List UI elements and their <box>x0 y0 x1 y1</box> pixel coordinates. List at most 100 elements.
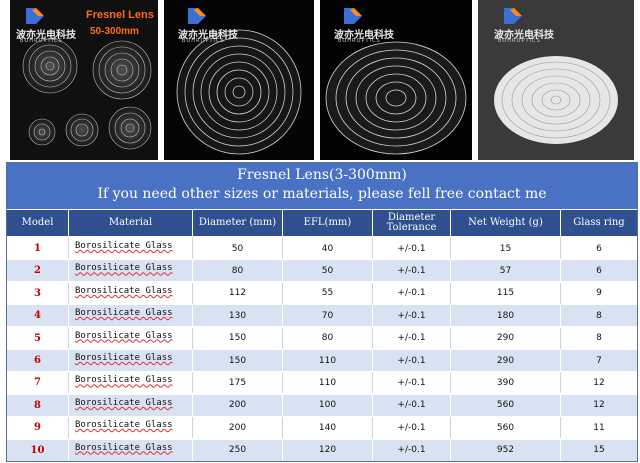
cell-model-text: 7 <box>34 377 41 389</box>
cell-tolerance-text: +/-0.1 <box>397 422 426 433</box>
cell-material: Borosilicate Glass <box>69 417 193 439</box>
cell-model: 9 <box>7 417 69 439</box>
cell-tolerance: +/-0.1 <box>373 372 451 394</box>
cell-model-text: 8 <box>34 399 41 411</box>
cell-glass-ring: 8 <box>561 305 637 326</box>
cell-model: 4 <box>7 305 69 327</box>
cell-glass-ring: 9 <box>561 283 637 304</box>
cell-diameter: 150 <box>193 327 283 349</box>
cell-diameter: 200 <box>193 417 283 439</box>
cell-glass-ring-text: 6 <box>596 265 602 276</box>
cell-diameter: 112 <box>193 282 283 304</box>
cell-glass-ring: 6 <box>561 260 637 281</box>
cell-tolerance: +/-0.1 <box>373 327 451 349</box>
cell-tolerance: +/-0.1 <box>373 417 451 439</box>
cell-tolerance-text: +/-0.1 <box>397 310 426 321</box>
cell-efl: 70 <box>283 305 373 327</box>
brand-logo-icon <box>504 8 522 24</box>
photo-lens-set: 波亦光电科技 BOHROPTICS Fresnel Lens 50-300mm <box>10 0 158 160</box>
cell-material: Borosilicate Glass <box>69 350 193 371</box>
cell-material: Borosilicate Glass <box>69 305 193 327</box>
table-row: 6 Borosilicate Glass 150 110 +/-0.1 290 7 <box>7 349 637 371</box>
brand-logo: 波亦光电科技 BOHROPTICS <box>16 6 86 44</box>
lens-set-image <box>22 38 152 150</box>
cell-diameter: 200 <box>193 394 283 416</box>
cell-material: Borosilicate Glass <box>69 327 193 349</box>
table-title: Fresnel Lens(3-300mm) <box>237 167 407 183</box>
cell-weight: 15 <box>451 238 561 259</box>
cell-model: 5 <box>7 327 69 349</box>
header-diameter: Diameter (mm) <box>193 210 283 236</box>
tilted-lens-image <box>325 41 467 155</box>
photo-size-range: 50-300mm <box>90 26 139 37</box>
cell-glass-ring-text: 11 <box>593 422 605 433</box>
table-row: 9 Borosilicate Glass 200 140 +/-0.1 560 11 <box>7 416 637 439</box>
cell-diameter-text: 150 <box>228 333 247 344</box>
cell-efl-text: 120 <box>318 445 337 456</box>
cell-efl: 40 <box>283 238 373 259</box>
cell-glass-ring-text: 12 <box>593 377 605 388</box>
cell-glass-ring-text: 6 <box>596 243 602 254</box>
brand-logo-sub: BOHROPTICS <box>498 38 541 44</box>
cell-weight-text: 560 <box>496 422 515 433</box>
cell-model-text: 10 <box>30 444 45 456</box>
cell-material-text: Borosilicate Glass <box>75 375 173 386</box>
cell-efl: 100 <box>283 394 373 416</box>
cell-model: 2 <box>7 260 69 282</box>
cell-tolerance-text: +/-0.1 <box>397 355 426 366</box>
light-lens-image <box>478 0 634 160</box>
cell-tolerance-text: +/-0.1 <box>397 377 426 388</box>
header-model: Model <box>7 210 69 236</box>
cell-model-text: 5 <box>34 332 41 344</box>
photo-title: Fresnel Lens <box>86 9 154 21</box>
cell-material-text: Borosilicate Glass <box>75 397 173 408</box>
brand-logo-sub: BOHROPTICS <box>338 38 381 44</box>
cell-tolerance-text: +/-0.1 <box>397 333 426 344</box>
brand-logo-sub: BOHROPTICS <box>20 38 63 44</box>
brand-logo-text: 波亦光电科技 <box>334 30 394 41</box>
cell-weight: 390 <box>451 372 561 394</box>
cell-glass-ring-text: 9 <box>596 288 602 299</box>
cell-model: 1 <box>7 238 69 259</box>
cell-glass-ring: 6 <box>561 238 637 259</box>
header-glass-ring: Glass ring <box>573 217 625 228</box>
cell-glass-ring-text: 12 <box>593 400 605 411</box>
table-row: 5 Borosilicate Glass 150 80 +/-0.1 290 8 <box>7 326 637 349</box>
cell-tolerance: +/-0.1 <box>373 394 451 416</box>
cell-glass-ring: 8 <box>561 328 637 349</box>
photo-tilted-lens: 波亦光电科技 BOHROPTICS <box>320 0 472 160</box>
cell-material-text: Borosilicate Glass <box>75 353 173 363</box>
cell-glass-ring: 7 <box>561 350 637 371</box>
cell-efl: 110 <box>283 372 373 394</box>
cell-weight-text: 952 <box>496 445 515 456</box>
cell-material: Borosilicate Glass <box>69 260 193 282</box>
cell-weight: 560 <box>451 394 561 416</box>
cell-tolerance-text: +/-0.1 <box>397 400 426 411</box>
brand-logo-text: 波亦光电科技 <box>16 30 76 41</box>
cell-efl: 140 <box>283 417 373 439</box>
cell-tolerance: +/-0.1 <box>373 282 451 304</box>
cell-diameter: 175 <box>193 372 283 394</box>
cell-glass-ring: 15 <box>561 440 637 461</box>
cell-model-text: 2 <box>34 265 41 277</box>
cell-efl-text: 140 <box>318 422 337 433</box>
cell-model: 6 <box>7 350 69 371</box>
cell-diameter-text: 50 <box>231 243 244 254</box>
brand-logo-sub: BOHROPTICS <box>182 38 225 44</box>
cell-tolerance: +/-0.1 <box>373 350 451 371</box>
cell-material-text: Borosilicate Glass <box>75 420 173 431</box>
cell-tolerance-text: +/-0.1 <box>397 445 426 456</box>
brand-logo-icon <box>344 8 362 24</box>
cell-diameter-text: 80 <box>231 265 244 276</box>
cell-material: Borosilicate Glass <box>69 238 193 259</box>
cell-weight-text: 180 <box>496 310 515 321</box>
cell-weight-text: 290 <box>496 333 515 344</box>
table-row: 1 Borosilicate Glass 50 40 +/-0.1 15 6 <box>7 237 637 259</box>
header-tolerance: Diameter Tolerance <box>373 210 451 236</box>
cell-efl-text: 40 <box>321 243 334 254</box>
cell-glass-ring: 12 <box>561 395 637 416</box>
cell-model-text: 3 <box>34 287 41 299</box>
photo-large-lens: 波亦光电科技 BOHROPTICS <box>164 0 314 160</box>
cell-model-text: 1 <box>34 243 41 254</box>
cell-efl: 80 <box>283 327 373 349</box>
